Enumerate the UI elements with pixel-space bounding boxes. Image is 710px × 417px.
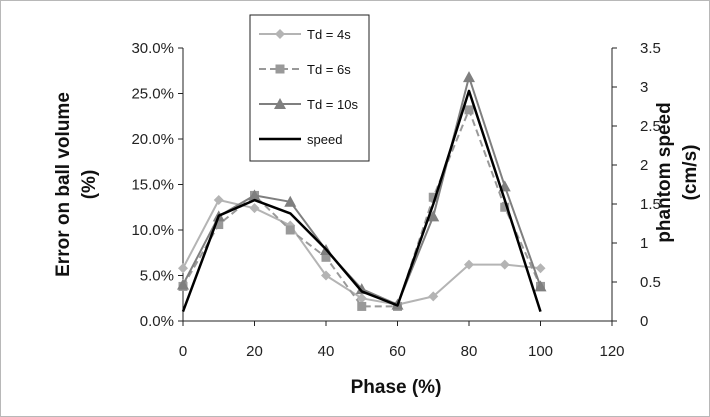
data-point	[213, 194, 224, 205]
right-y-tick-label: 3	[640, 79, 648, 96]
x-tick-label: 40	[318, 343, 335, 360]
x-tick-label: 0	[179, 343, 187, 360]
data-point	[284, 195, 297, 207]
left-y-tick-label: 15.0%	[131, 177, 174, 194]
left-y-tick-label: 20.0%	[131, 131, 174, 148]
left-y-tick-label: 25.0%	[131, 86, 174, 103]
data-point	[463, 71, 475, 83]
x-axis-title: Phase (%)	[351, 377, 442, 398]
data-point	[428, 192, 438, 202]
data-point	[427, 210, 440, 222]
x-tick-label: 100	[528, 343, 553, 360]
x-tick-label: 120	[599, 343, 624, 360]
right-y-tick-label: 0.5	[640, 274, 661, 291]
legend-label: speed	[307, 132, 342, 147]
right-y-axis-title: phantom speed (cm/s)	[654, 102, 701, 242]
data-point	[464, 105, 474, 115]
right-y-tick-label: 0	[640, 313, 648, 330]
data-point	[535, 263, 546, 274]
series-layer	[177, 71, 547, 313]
left-y-tick-label: 0.0%	[140, 313, 174, 330]
legend-swatch-marker	[275, 29, 285, 39]
x-tick-label: 60	[389, 343, 406, 360]
right-y-tick-label: 3.5	[640, 40, 661, 57]
legend-box	[249, 14, 370, 162]
legend-label: Td = 10s	[307, 97, 358, 112]
legend-label: Td = 6s	[307, 62, 351, 77]
left-y-tick-label: 10.0%	[131, 222, 174, 239]
series-line	[181, 89, 542, 313]
right-y-tick-label: 2.5	[640, 118, 661, 135]
data-point	[534, 280, 547, 292]
data-point	[214, 220, 224, 230]
data-point	[321, 252, 331, 262]
axes: 0 20 40 60 80 100 1200.0%5.0%10.0%15.0%20.0%25…	[131, 40, 660, 360]
x-tick-label: 80	[461, 343, 478, 360]
right-y-tick-label: 1	[640, 235, 648, 252]
data-point	[285, 225, 295, 235]
data-point	[499, 259, 510, 270]
series-3	[181, 89, 542, 313]
legend: Td = 4s Td = 6s Td = 10s speed	[249, 14, 370, 162]
data-point	[248, 189, 261, 201]
data-point	[178, 263, 188, 274]
data-point	[177, 278, 189, 290]
data-point	[428, 291, 439, 302]
right-y-tick-label: 1.5	[640, 196, 661, 213]
x-tick-label: 20	[246, 343, 263, 360]
left-y-tick-label: 5.0%	[140, 268, 174, 285]
left-y-tick-label: 30.0%	[131, 40, 174, 57]
left-y-axis-title: Error on ball volume (%)	[53, 92, 100, 277]
data-point	[356, 293, 367, 304]
legend-label: Td = 4s	[307, 27, 351, 42]
data-point	[321, 270, 331, 281]
legend-swatch-marker	[275, 64, 285, 74]
data-point	[249, 203, 260, 214]
right-y-tick-label: 2	[640, 157, 648, 174]
data-point	[464, 259, 474, 270]
legend-swatch-marker	[274, 98, 286, 109]
series-2	[177, 71, 547, 310]
data-point	[357, 301, 367, 311]
data-point	[500, 202, 510, 212]
